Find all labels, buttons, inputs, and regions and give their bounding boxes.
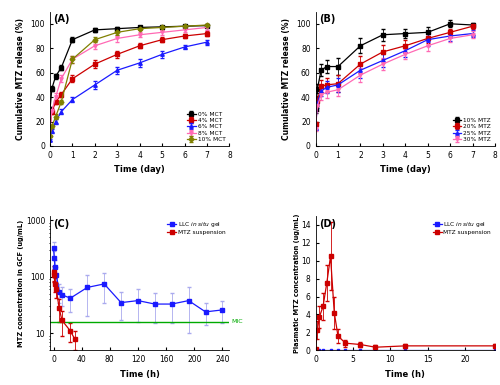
X-axis label: Time (day): Time (day) [380,166,430,174]
X-axis label: Time (day): Time (day) [114,166,165,174]
Legend: 10% MTZ, 20% MTZ, 25% MTZ, 30% MTZ: 10% MTZ, 20% MTZ, 25% MTZ, 30% MTZ [452,117,492,143]
LLC $\it{in\ situ}$ gel [402,348,408,352]
LLC $\it{in\ situ}$ gel [372,348,378,352]
Text: (D): (D) [319,219,336,229]
Line: LLC $\it{in\ situ}$ gel: LLC $\it{in\ situ}$ gel [314,348,496,351]
LLC $\it{in\ situ}$ gel [314,348,320,352]
X-axis label: Time (h): Time (h) [120,370,160,379]
Text: (B): (B) [319,14,336,24]
Legend: LLC $\it{in\ situ}$ gel, MTZ suspension: LLC $\it{in\ situ}$ gel, MTZ suspension [432,219,492,236]
Y-axis label: Cumulative MTZ release (%): Cumulative MTZ release (%) [282,18,290,140]
LLC $\it{in\ situ}$ gel [320,348,326,352]
Legend: LLC $\it{in\ situ}$ gel, MTZ suspension: LLC $\it{in\ situ}$ gel, MTZ suspension [166,219,226,236]
Y-axis label: Cumulative MTZ release (%): Cumulative MTZ release (%) [16,18,25,140]
LLC $\it{in\ situ}$ gel [316,348,322,352]
Text: (A): (A) [54,14,70,24]
X-axis label: Time (h): Time (h) [386,370,425,379]
LLC $\it{in\ situ}$ gel [492,348,498,352]
Text: MIC: MIC [231,319,243,324]
LLC $\it{in\ situ}$ gel [358,348,364,352]
LLC $\it{in\ situ}$ gel [312,348,318,352]
LLC $\it{in\ situ}$ gel [342,348,348,352]
Y-axis label: MTZ concentration in GCF (ug/mL): MTZ concentration in GCF (ug/mL) [18,219,24,347]
Legend: 0% MCT, 4% MCT, 6% MCT, 8% MCT, 10% MCT: 0% MCT, 4% MCT, 6% MCT, 8% MCT, 10% MCT [186,110,226,143]
Text: (C): (C) [54,219,70,229]
LLC $\it{in\ situ}$ gel [328,348,334,352]
LLC $\it{in\ situ}$ gel [335,348,341,352]
Y-axis label: Plasmatic MTZ concentration (ug/mL): Plasmatic MTZ concentration (ug/mL) [294,213,300,353]
